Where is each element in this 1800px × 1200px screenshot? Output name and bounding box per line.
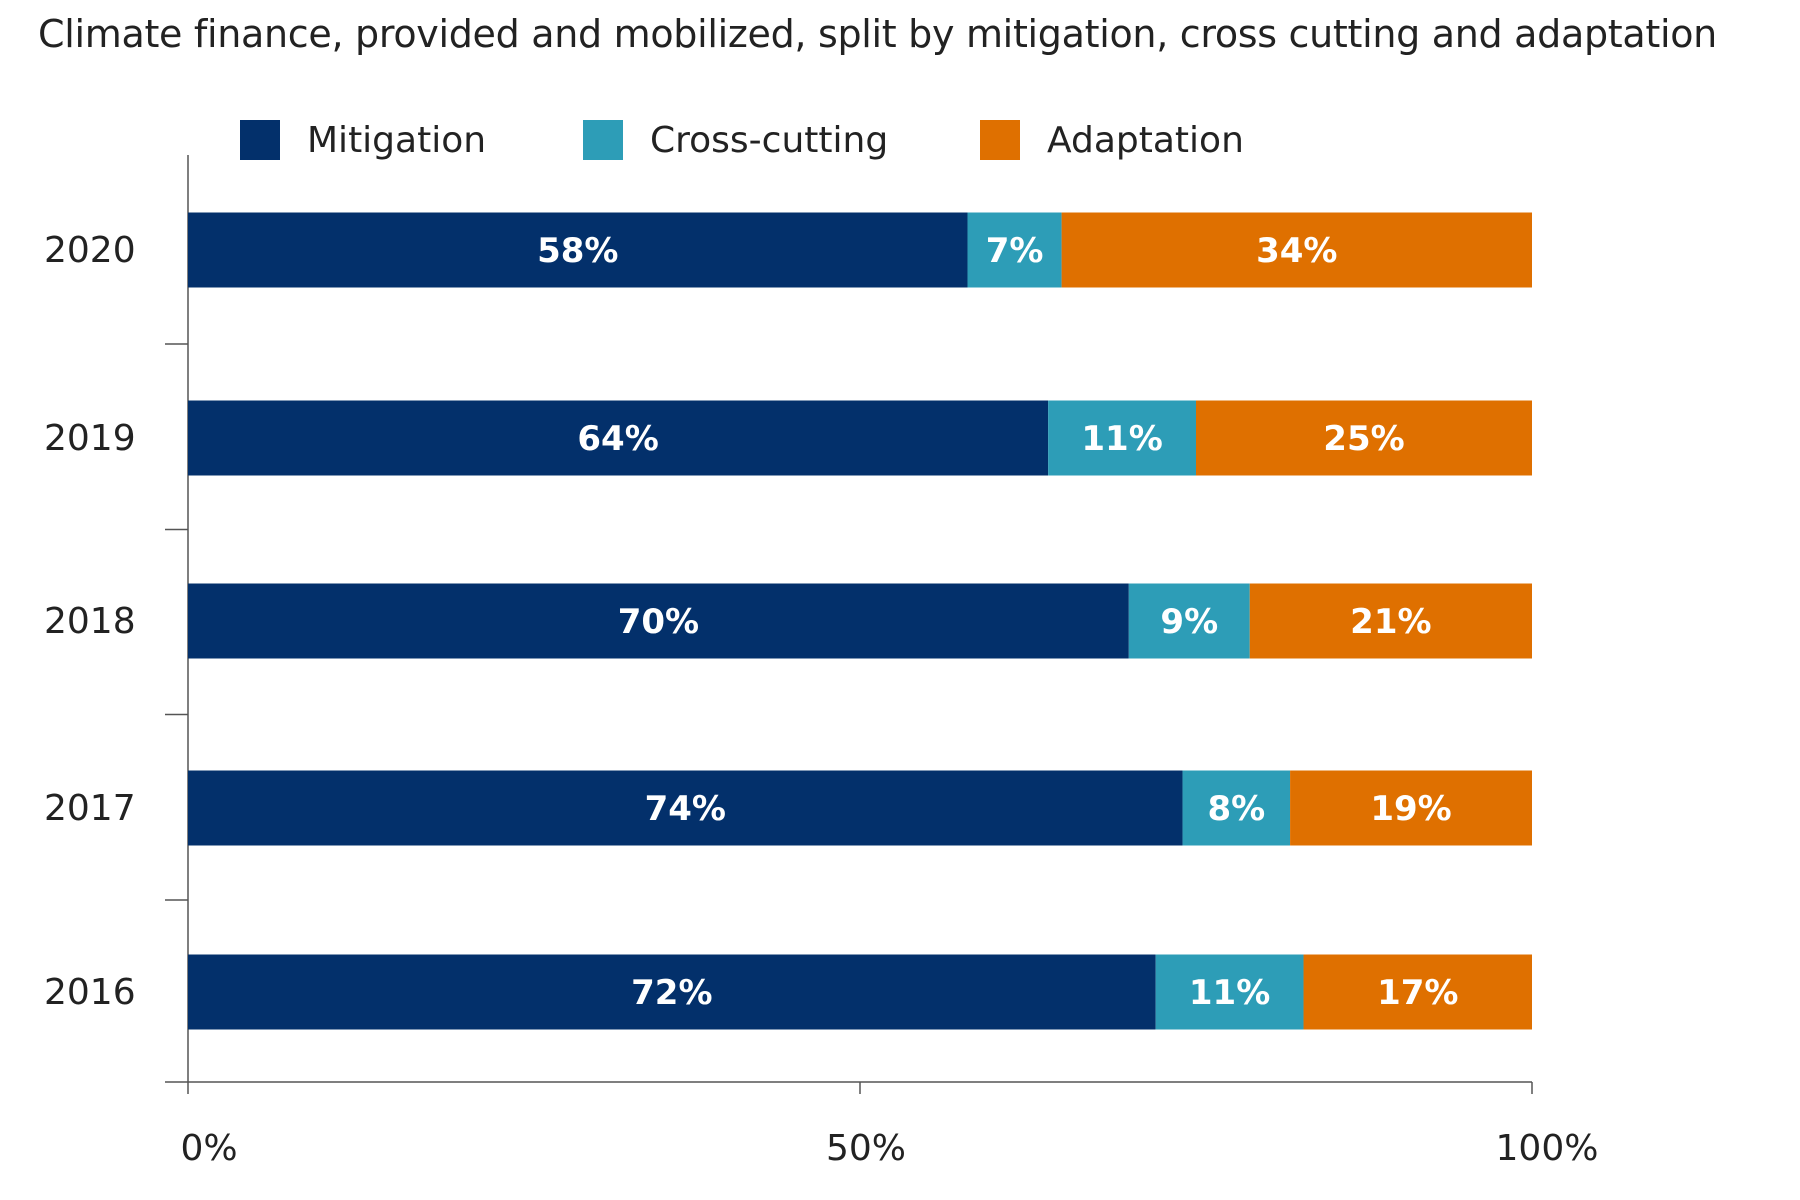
legend-label: Mitigation — [307, 120, 486, 161]
bar-segment-cross-cutting — [1155, 954, 1304, 1030]
bar-segment-adaptation — [1303, 954, 1532, 1030]
data-label: 64% — [577, 419, 658, 459]
bar-segment-adaptation — [1196, 400, 1532, 476]
bar-segment-cross-cutting — [967, 212, 1062, 288]
bar-segment-adaptation — [1249, 583, 1532, 659]
data-label: 34% — [1256, 231, 1337, 271]
category-label: 2019 — [44, 418, 136, 459]
data-label: 21% — [1350, 602, 1431, 642]
data-label: 8% — [1207, 789, 1265, 829]
data-label: 19% — [1370, 789, 1451, 829]
bar-segment-cross-cutting — [1128, 583, 1250, 659]
legend-label: Cross-cutting — [650, 120, 888, 161]
legend-label: Adaptation — [1047, 120, 1244, 161]
legend-swatch — [980, 120, 1020, 160]
x-tick-label: 100% — [1496, 1128, 1599, 1169]
data-label: 70% — [618, 602, 699, 642]
bar-segment-mitigation — [188, 954, 1156, 1030]
bar-segment-cross-cutting — [1182, 770, 1291, 846]
data-label: 58% — [537, 231, 618, 271]
bar-segment-adaptation — [1061, 212, 1532, 288]
data-label: 74% — [645, 789, 726, 829]
category-label: 2017 — [44, 788, 136, 829]
legend: Mitigation Cross-cutting Adaptation — [240, 120, 1244, 161]
data-label: 11% — [1081, 419, 1162, 459]
data-label: 72% — [631, 973, 712, 1013]
bar-segment-cross-cutting — [1048, 400, 1196, 476]
bars: 58% 7% 34% 64% 11% 25% 70% 9% 21% 74% 8% 19% 72% 11% 1… — [188, 212, 1532, 1030]
data-label: 9% — [1160, 602, 1218, 642]
bar-segment-mitigation — [188, 770, 1183, 846]
bar-segment-mitigation — [188, 212, 968, 288]
bar-segment-adaptation — [1290, 770, 1532, 846]
category-label: 2018 — [44, 601, 136, 642]
legend-swatch — [583, 120, 623, 160]
bar-segment-mitigation — [188, 583, 1129, 659]
bar-segment-mitigation — [188, 400, 1049, 476]
category-label: 2016 — [44, 972, 136, 1013]
x-tick-label: 50% — [826, 1128, 906, 1169]
data-label: 25% — [1323, 419, 1404, 459]
data-label: 17% — [1377, 973, 1458, 1013]
category-label: 2020 — [44, 230, 136, 271]
data-label: 11% — [1189, 973, 1270, 1013]
legend-swatch — [240, 120, 280, 160]
axes: 0% 50% 100% 2020 2019 2018 2017 2016 — [44, 155, 1598, 1169]
chart-title: Climate finance, provided and mobilized,… — [38, 12, 1717, 56]
data-label: 7% — [986, 231, 1044, 271]
x-tick-label: 0% — [180, 1128, 237, 1169]
